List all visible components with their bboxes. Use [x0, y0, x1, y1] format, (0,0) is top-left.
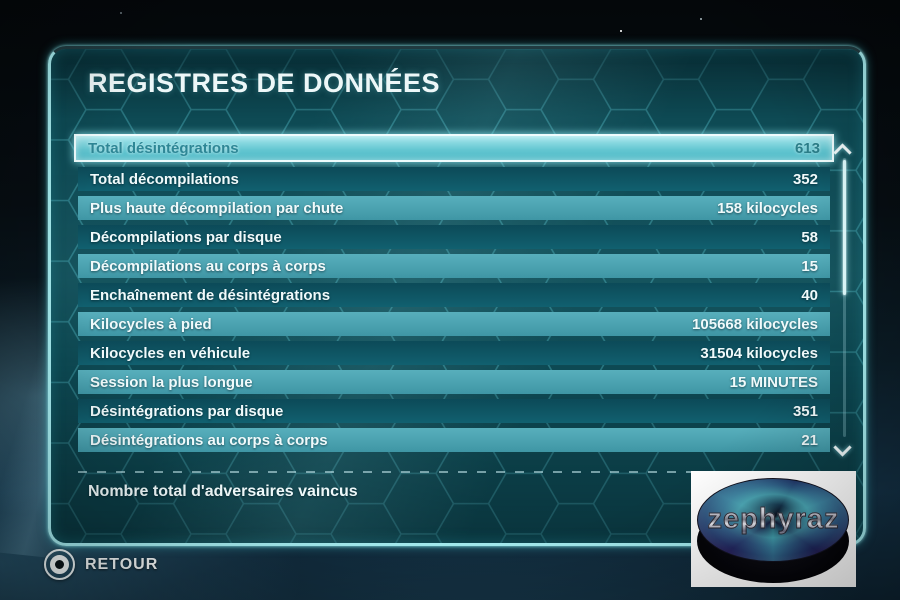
stat-value: 158 kilocycles — [717, 199, 818, 217]
stat-value: 105668 kilocycles — [692, 315, 818, 333]
stats-list: Total désintégrations 613 Total décompil… — [74, 134, 834, 457]
list-item[interactable]: Désintégrations par disque 351 — [78, 399, 830, 423]
list-item[interactable]: Décompilations au corps à corps 15 — [78, 254, 830, 278]
back-button-label: RETOUR — [85, 555, 159, 573]
list-item[interactable]: Kilocycles en véhicule 31504 kilocycles — [78, 341, 830, 365]
stat-label: Kilocycles à pied — [90, 315, 212, 333]
scrollbar-track[interactable] — [843, 158, 846, 437]
list-item[interactable]: Enchaînement de désintégrations 40 — [78, 283, 830, 307]
list-item[interactable]: Désintégrations au corps à corps 21 — [78, 428, 830, 452]
stat-label: Désintégrations au corps à corps — [90, 431, 328, 449]
stat-value: 15 MINUTES — [729, 373, 818, 391]
stat-label: Total désintégrations — [88, 139, 239, 157]
stat-label: Plus haute décompilation par chute — [90, 199, 344, 217]
stat-label: Désintégrations par disque — [90, 402, 284, 420]
list-item[interactable]: Total désintégrations 613 — [74, 134, 834, 162]
list-item[interactable]: Session la plus longue 15 MINUTES — [78, 370, 830, 394]
watermark: zephyraz — [691, 471, 856, 587]
list-item[interactable]: Plus haute décompilation par chute 158 k… — [78, 196, 830, 220]
back-button[interactable]: RETOUR — [44, 549, 158, 580]
stat-value: 351 — [792, 402, 818, 420]
scrollbar-thumb[interactable] — [843, 160, 846, 295]
stat-value: 40 — [801, 286, 818, 304]
watermark-text: zephyraz — [691, 503, 856, 536]
stat-value: 21 — [801, 431, 818, 449]
stat-value: 15 — [801, 257, 818, 275]
stat-value: 352 — [792, 170, 818, 188]
page-title: REGISTRES DE DONNÉES — [88, 68, 441, 98]
list-item[interactable]: Total décompilations 352 — [78, 167, 830, 191]
dashed-separator — [78, 471, 830, 473]
stat-label: Décompilations au corps à corps — [90, 257, 326, 275]
stat-label: Session la plus longue — [90, 373, 253, 391]
stat-value: 613 — [794, 139, 820, 157]
b-button-icon — [44, 549, 75, 580]
stat-value: 31504 kilocycles — [700, 344, 818, 362]
stat-label: Enchaînement de désintégrations — [90, 286, 331, 304]
stat-description: Nombre total d'adversaires vaincus — [88, 483, 358, 500]
stat-value: 58 — [801, 228, 818, 246]
stat-label: Total décompilations — [90, 170, 239, 188]
list-item[interactable]: Décompilations par disque 58 — [78, 225, 830, 249]
stat-label: Décompilations par disque — [90, 228, 282, 246]
stat-label: Kilocycles en véhicule — [90, 344, 251, 362]
list-item[interactable]: Kilocycles à pied 105668 kilocycles — [78, 312, 830, 336]
background-stars — [0, 0, 2, 2]
